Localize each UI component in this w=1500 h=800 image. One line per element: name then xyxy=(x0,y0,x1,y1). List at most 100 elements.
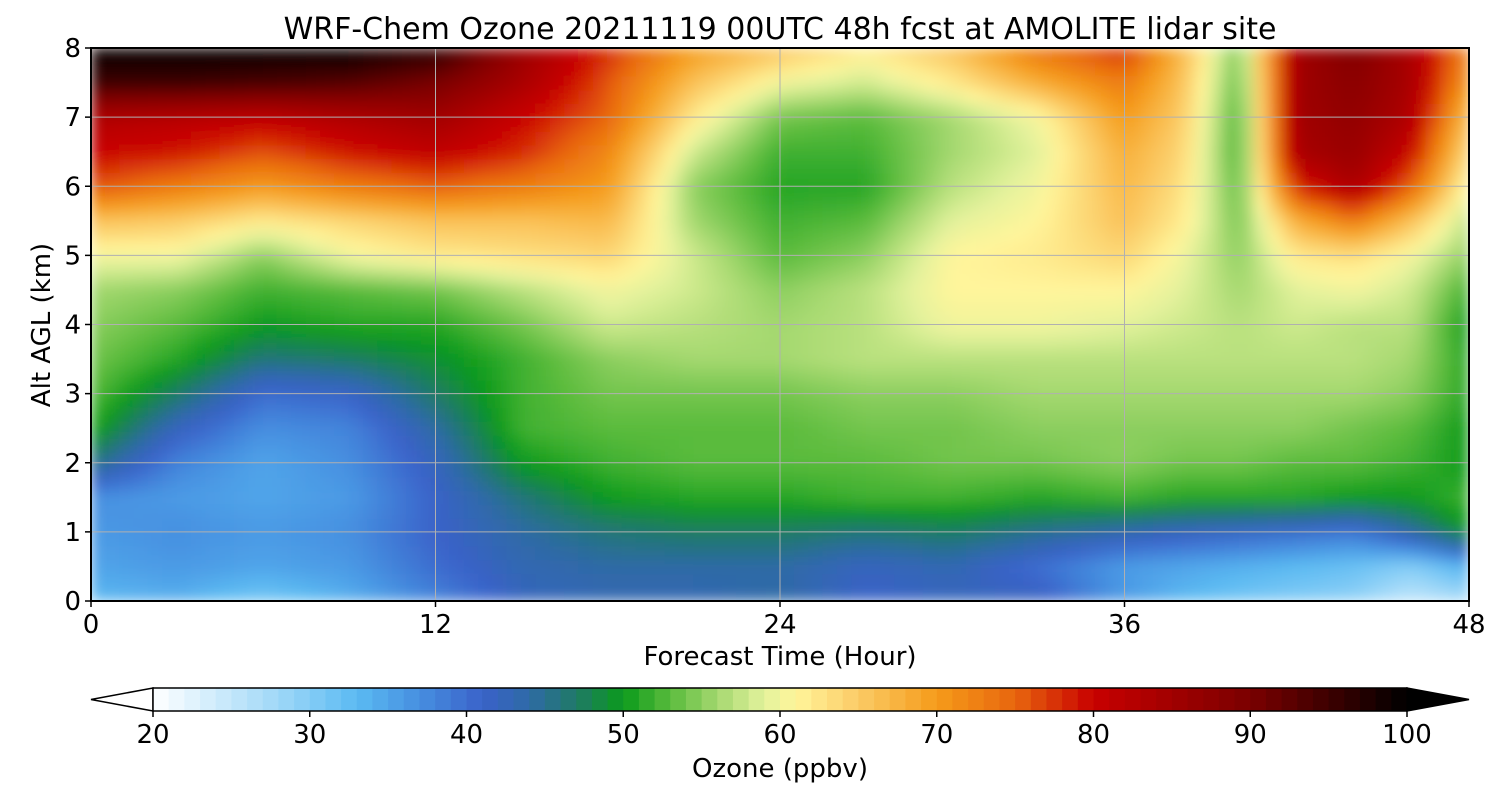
heatmap-cell xyxy=(650,75,666,91)
heatmap-cell xyxy=(621,296,638,312)
heatmap-cell xyxy=(320,158,336,174)
heatmap-cell xyxy=(91,558,106,574)
heatmap-cell xyxy=(1109,227,1126,243)
heatmap-cell xyxy=(1238,351,1255,367)
heatmap-cell xyxy=(377,227,394,243)
heatmap-cell xyxy=(119,379,135,395)
heatmap-cell xyxy=(104,254,121,270)
heatmap-cell xyxy=(664,158,681,174)
heatmap-cell xyxy=(765,268,781,284)
heatmap-cell xyxy=(262,296,279,312)
heatmap-cell xyxy=(1195,116,1212,132)
heatmap-cell xyxy=(1023,351,1039,367)
heatmap-cell xyxy=(908,144,925,160)
heatmap-cell xyxy=(707,365,724,381)
heatmap-cell xyxy=(564,545,580,561)
heatmap-cell xyxy=(492,462,508,478)
heatmap-cell xyxy=(233,420,250,436)
heatmap-cell xyxy=(922,240,939,256)
heatmap-cell xyxy=(994,296,1011,312)
heatmap-cell xyxy=(793,393,810,409)
heatmap-cell xyxy=(1439,545,1456,561)
heatmap-cell xyxy=(219,61,236,77)
heatmap-cell xyxy=(621,434,638,450)
heatmap-cell xyxy=(765,310,781,326)
heatmap-cell xyxy=(1410,130,1427,146)
heatmap-cell xyxy=(1066,365,1083,381)
heatmap-cell xyxy=(721,213,738,229)
heatmap-cell xyxy=(1396,102,1413,118)
heatmap-cell xyxy=(91,337,106,353)
heatmap-cell xyxy=(348,406,365,422)
heatmap-cell xyxy=(808,517,824,533)
heatmap-cell xyxy=(564,158,580,174)
heatmap-cell xyxy=(1023,102,1039,118)
heatmap-cell xyxy=(822,144,839,160)
heatmap-cell xyxy=(104,434,121,450)
heatmap-cell xyxy=(463,48,480,63)
heatmap-cell xyxy=(363,227,379,243)
heatmap-cell xyxy=(1367,379,1384,395)
heatmap-cell xyxy=(1037,337,1054,353)
heatmap-cell xyxy=(305,268,322,284)
heatmap-cell xyxy=(1123,545,1140,561)
colorbar-tick-label: 70 xyxy=(920,720,953,750)
heatmap-cell xyxy=(320,545,336,561)
heatmap-cell xyxy=(1339,158,1355,174)
heatmap-cell xyxy=(147,545,164,561)
heatmap-cell xyxy=(966,503,982,519)
heatmap-cell xyxy=(1023,268,1039,284)
heatmap-cell xyxy=(1181,171,1197,187)
heatmap-cell xyxy=(592,158,609,174)
heatmap-cell xyxy=(147,489,164,505)
heatmap-cell xyxy=(190,185,207,201)
heatmap-cell xyxy=(104,240,121,256)
heatmap-cell xyxy=(908,517,925,533)
heatmap-cell xyxy=(147,310,164,326)
heatmap-cell xyxy=(1195,102,1212,118)
heatmap-cell xyxy=(951,268,968,284)
heatmap-cell xyxy=(1425,144,1441,160)
heatmap-cell xyxy=(1037,517,1054,533)
heatmap-cell xyxy=(1410,489,1427,505)
heatmap-cell xyxy=(549,199,566,215)
heatmap-cell xyxy=(305,351,322,367)
heatmap-cell xyxy=(391,448,408,464)
heatmap-cell xyxy=(1454,268,1469,284)
heatmap-cell xyxy=(492,75,508,91)
heatmap-cell xyxy=(391,282,408,298)
heatmap-cell xyxy=(133,323,150,339)
heatmap-cell xyxy=(1367,531,1384,547)
heatmap-cell xyxy=(937,351,953,367)
heatmap-cell xyxy=(650,475,666,491)
heatmap-cell xyxy=(980,586,996,601)
heatmap-cell xyxy=(1052,586,1068,601)
heatmap-cell xyxy=(966,116,982,132)
heatmap-cell xyxy=(133,61,150,77)
heatmap-cell xyxy=(1109,489,1126,505)
heatmap-cell xyxy=(1267,213,1283,229)
heatmap-cell xyxy=(1080,489,1097,505)
heatmap-cell xyxy=(922,489,939,505)
heatmap-cell xyxy=(535,199,551,215)
heatmap-cell xyxy=(1296,434,1312,450)
heatmap-cell xyxy=(1095,130,1111,146)
heatmap-cell xyxy=(1138,158,1154,174)
heatmap-cell xyxy=(765,558,781,574)
heatmap-cell xyxy=(449,61,465,77)
heatmap-cell xyxy=(549,323,566,339)
heatmap-cell xyxy=(233,61,250,77)
heatmap-cell xyxy=(1037,254,1054,270)
heatmap-cell xyxy=(793,213,810,229)
heatmap-cell xyxy=(1353,545,1370,561)
heatmap-cell xyxy=(1382,75,1398,91)
heatmap-cell xyxy=(779,586,795,601)
heatmap-cell xyxy=(1181,116,1197,132)
heatmap-cell xyxy=(693,323,709,339)
heatmap-cell xyxy=(1439,337,1456,353)
heatmap-cell xyxy=(851,102,867,118)
heatmap-cell xyxy=(865,130,882,146)
heatmap-cell xyxy=(678,213,695,229)
heatmap-cell xyxy=(1066,503,1083,519)
heatmap-cell xyxy=(549,337,566,353)
